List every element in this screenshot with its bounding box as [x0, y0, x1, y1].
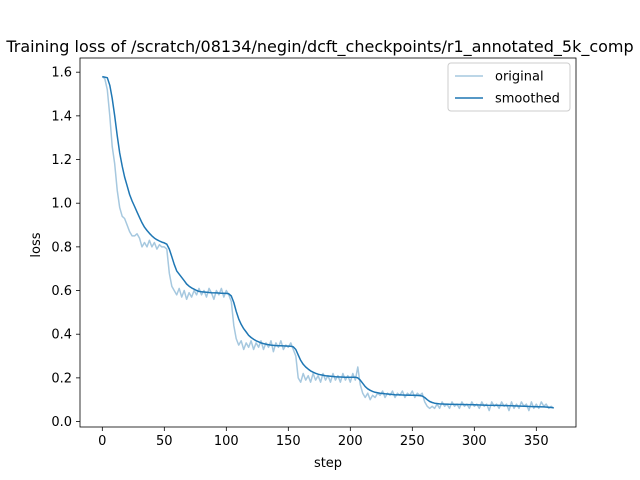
series-layer: [101, 75, 555, 412]
y-tick-label: 1.0: [51, 197, 72, 212]
y-tick-label: 1.2: [51, 153, 72, 168]
y-tick-label: 0.0: [51, 415, 72, 430]
x-tick-label: 250: [400, 434, 425, 449]
x-tick-label: 300: [462, 434, 487, 449]
y-tick-label: 0.8: [51, 240, 72, 255]
legend: original smoothed: [447, 62, 571, 112]
legend-label-smoothed: smoothed: [495, 92, 560, 107]
legend-label-original: original: [495, 70, 544, 85]
y-axis-label: loss: [29, 232, 44, 257]
legend-box: [447, 62, 571, 112]
y-tick-label: 0.4: [51, 328, 72, 343]
y-tick-label: 1.4: [51, 109, 72, 124]
y-tick-label: 0.6: [51, 284, 72, 299]
x-tick-label: 50: [156, 434, 173, 449]
chart-title: Training loss of /scratch/08134/negin/dc…: [5, 37, 633, 57]
x-tick-label: 150: [276, 434, 301, 449]
series-line-smoothed: [102, 75, 554, 409]
x-axis-label: step: [314, 456, 342, 471]
x-tick-label: 350: [524, 434, 549, 449]
x-tick-label: 100: [214, 434, 239, 449]
y-tick-label: 1.6: [51, 66, 72, 81]
axes-layer: 0 50 100 150 200 250 300 350 0.0 0.2 0.4 0.6 0.8 1.0 1…: [51, 57, 577, 449]
x-tick-label: 0: [98, 434, 106, 449]
x-tick-label: 200: [338, 434, 363, 449]
axes-frame: [79, 57, 577, 428]
y-tick-label: 0.2: [51, 371, 72, 386]
